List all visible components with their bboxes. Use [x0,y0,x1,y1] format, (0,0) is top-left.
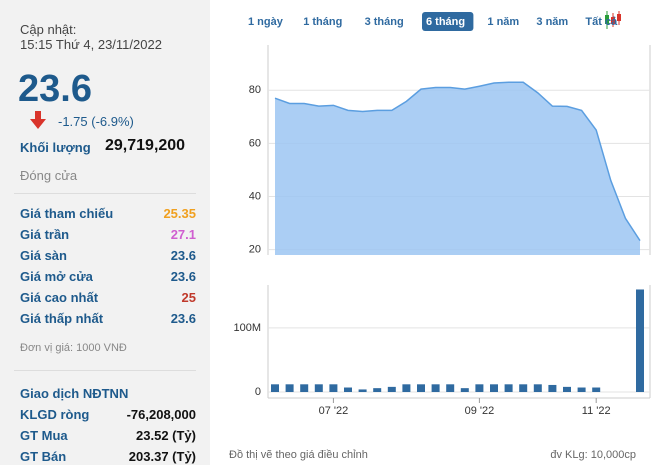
volume-bar [431,384,440,392]
y-tick-label: 60 [249,137,261,149]
row-label: Giá cao nhất [20,290,99,305]
foreign-label: KLGD ròng [20,407,90,422]
info-panel: Cập nhật: 15:15 Thứ 4, 23/11/2022 23.6 -… [0,0,210,465]
volume: 29,719,200 [105,137,186,154]
volume-bar [519,384,528,392]
volume-bar [548,384,557,392]
volume-bar [314,384,323,392]
row-value: 23.6 [170,311,196,326]
y-tick-label: 80 [249,84,261,96]
volume-bar [577,387,586,392]
volume-bar [387,386,396,392]
foreign-label: GT Bán [20,449,67,464]
volume-bar [300,384,309,392]
range-button[interactable]: 3 năm [536,16,568,28]
y-tick-label: 0 [255,386,261,398]
range-button[interactable]: Tất cả [585,16,618,28]
range-button[interactable]: 1 năm [487,16,519,28]
update-time: 15:15 Thứ 4, 23/11/2022 [20,37,162,52]
separator [14,370,196,371]
foreign-value: -76,208,000 [126,407,196,422]
volume-bar [446,384,455,392]
volume-bar [490,384,498,392]
down-arrow [30,111,46,129]
volume-bar [285,384,294,392]
volume-bar [504,384,513,392]
range-label: Tất cả [585,16,618,28]
x-tick-label: 09 '22 [465,405,495,417]
volume-bar [271,384,279,392]
volume-bar [417,384,425,392]
foreign-title: Giao dịch NĐTNN [20,386,129,401]
footer-unit: đv KLg: 10,000cp [550,449,636,461]
price: 23.6 [18,68,92,110]
range-label: 6 tháng [426,16,465,28]
range-label: 1 tháng [303,16,342,28]
foreign-value: 203.37 (Tỷ) [128,449,196,464]
volume-bar [373,388,382,392]
range-active-bg [422,12,474,31]
row-value: 27.1 [170,227,196,242]
update-label: Cập nhật: [20,22,77,37]
close-label: Đóng cửa [20,168,78,183]
volume-bar [460,388,469,392]
price-change: -1.75 (-6.9%) [58,114,134,129]
range-label: 1 năm [487,16,519,28]
row-label: Giá sàn [20,248,67,263]
range-button[interactable]: 3 tháng [365,16,404,28]
row-value: 23.6 [170,269,196,284]
row-value: 23.6 [170,248,196,263]
row-label: Giá mở cửa [20,269,93,284]
foreign-value: 23.52 (Tỷ) [136,428,196,443]
y-tick-label: 40 [249,190,261,202]
x-tick-label: 11 '22 [582,405,611,417]
range-button[interactable]: 6 tháng [422,12,474,31]
footer-note: Đồ thị vẽ theo giá điều chỉnh [229,449,368,461]
volume-bar [402,384,411,392]
row-value: 25 [181,290,196,305]
range-label: 1 ngày [248,16,284,28]
unit-note: Đơn vị giá: 1000 VNĐ [20,342,127,354]
volume-bar [592,387,601,392]
volume-bar [358,389,367,392]
foreign-label: GT Mua [20,428,68,443]
price-line [274,81,641,242]
row-label: Giá thấp nhất [20,311,104,326]
y-tick-label: 20 [249,244,261,256]
volume-bar [636,289,644,392]
row-label: Giá tham chiếu [20,206,114,221]
range-label: 3 năm [536,16,568,28]
x-tick-label: 07 '22 [319,405,349,417]
candle-icon [605,11,621,29]
volume-label: Khối lượng [20,140,91,155]
row-value: 25.35 [163,206,196,221]
volume-bar [329,384,338,392]
volume-bar [533,384,542,392]
volume-bar [344,387,352,392]
row-label: Giá trần [20,227,70,242]
price-area [275,82,640,256]
volume-bar [475,384,484,392]
volume-bar [563,386,571,392]
y-tick-label: 100M [233,322,261,334]
range-button[interactable]: 1 tháng [303,16,342,28]
range-button[interactable]: 1 ngày [248,16,284,28]
range-label: 3 tháng [365,16,404,28]
separator [14,193,196,194]
